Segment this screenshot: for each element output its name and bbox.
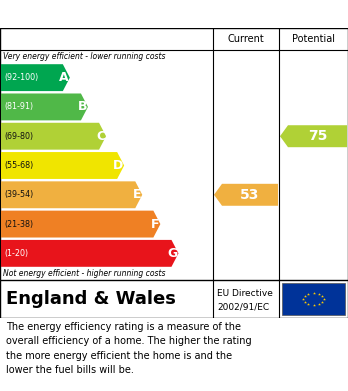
Text: Potential: Potential — [292, 34, 335, 44]
Bar — [282, 283, 345, 315]
Text: C: C — [96, 130, 105, 143]
Polygon shape — [1, 64, 70, 91]
Text: (81-91): (81-91) — [4, 102, 33, 111]
Text: B: B — [78, 100, 87, 113]
Text: G: G — [167, 247, 177, 260]
Text: D: D — [113, 159, 123, 172]
Polygon shape — [1, 152, 124, 179]
Text: The energy efficiency rating is a measure of the
overall efficiency of a home. T: The energy efficiency rating is a measur… — [6, 322, 252, 375]
Text: E: E — [133, 188, 141, 201]
Text: A: A — [59, 71, 69, 84]
Text: 2002/91/EC: 2002/91/EC — [217, 303, 269, 312]
Text: Not energy efficient - higher running costs: Not energy efficient - higher running co… — [3, 269, 166, 278]
Polygon shape — [1, 123, 106, 150]
Text: EU Directive: EU Directive — [217, 289, 273, 298]
Text: F: F — [151, 217, 159, 231]
Polygon shape — [1, 93, 88, 120]
Polygon shape — [1, 211, 160, 237]
Text: (55-68): (55-68) — [4, 161, 33, 170]
Text: Energy Efficiency Rating: Energy Efficiency Rating — [7, 7, 198, 21]
Polygon shape — [1, 240, 179, 267]
Text: 75: 75 — [308, 129, 327, 143]
Text: (21-38): (21-38) — [4, 220, 33, 229]
Text: (1-20): (1-20) — [4, 249, 28, 258]
Text: 53: 53 — [240, 188, 260, 202]
Polygon shape — [214, 184, 278, 206]
Text: (69-80): (69-80) — [4, 132, 33, 141]
Polygon shape — [280, 125, 347, 147]
Text: England & Wales: England & Wales — [6, 290, 176, 308]
Text: Current: Current — [228, 34, 264, 44]
Text: Very energy efficient - lower running costs: Very energy efficient - lower running co… — [3, 52, 166, 61]
Text: (92-100): (92-100) — [4, 73, 38, 82]
Text: (39-54): (39-54) — [4, 190, 33, 199]
Polygon shape — [1, 181, 142, 208]
